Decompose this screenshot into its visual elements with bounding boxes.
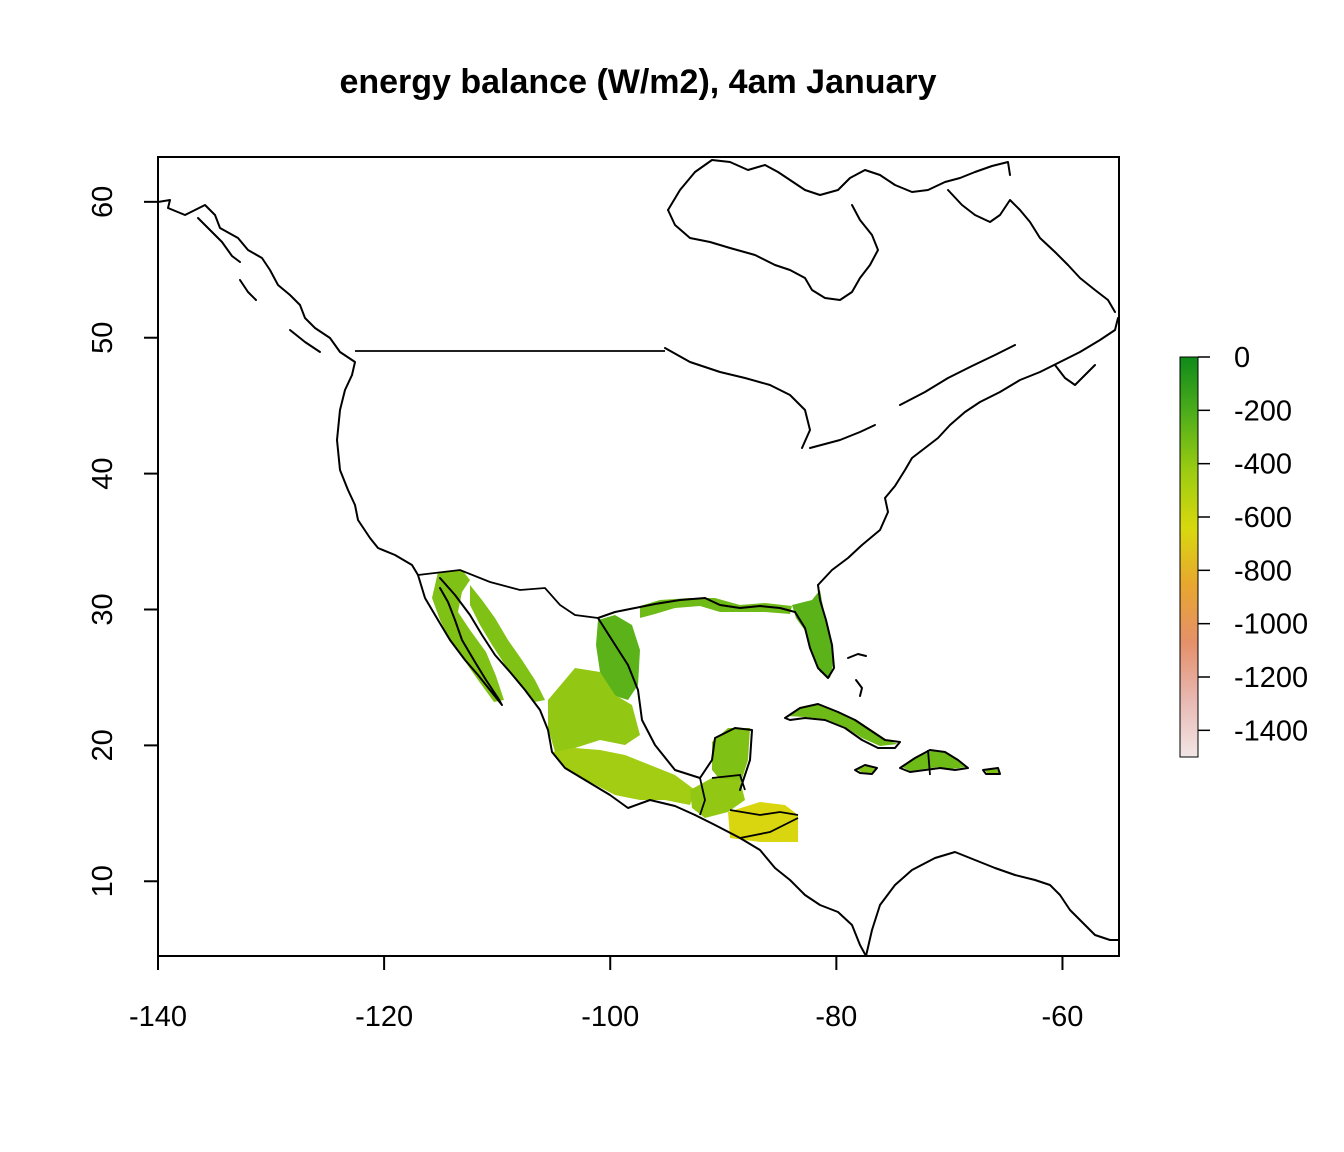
y-tick-label: 30 — [87, 593, 119, 625]
region-baja-california — [432, 570, 504, 702]
x-tick-label: -80 — [815, 1001, 857, 1033]
region-jamaica — [857, 766, 876, 773]
x-tick-label: -60 — [1042, 1001, 1084, 1033]
y-tick-label: 40 — [87, 457, 119, 489]
region-florida-peninsula — [792, 590, 834, 678]
colorbar-tick-label: -1000 — [1234, 609, 1308, 641]
colorbar-tick-label: -600 — [1234, 502, 1292, 534]
y-tick-label: 10 — [87, 865, 119, 897]
colorbar-ticks: 0 -200 -400 -600 -800 -1000 -1200 -1400 — [1198, 342, 1308, 747]
y-tick-label: 60 — [87, 186, 119, 218]
x-tick-label: -140 — [129, 1001, 187, 1033]
region-sonora-sinaloa-coast — [470, 585, 545, 702]
y-tick-label: 20 — [87, 729, 119, 761]
x-tick-label: -100 — [581, 1001, 639, 1033]
chart-title: energy balance (W/m2), 4am January — [339, 63, 936, 101]
region-southern-mexico-pacific-coast — [552, 748, 695, 805]
colorbar-tick-label: -400 — [1234, 449, 1292, 481]
region-honduras-el-salvador — [728, 802, 798, 842]
region-yucatan — [712, 728, 750, 785]
region-central-mexico — [548, 668, 640, 752]
colorbar-tick-label: -1400 — [1234, 715, 1308, 747]
x-axis: -140 -120 -100 -80 -60 — [129, 955, 1084, 1033]
colorbar-tick-label: -1200 — [1234, 662, 1308, 694]
x-tick-label: -120 — [355, 1001, 413, 1033]
plot-frame — [157, 156, 1120, 957]
colorbar — [1179, 356, 1199, 758]
region-tamaulipas-gulf-of-mexico-coast — [596, 615, 640, 700]
political-borders — [355, 350, 931, 839]
region-cuba — [787, 704, 898, 746]
colorbar-tick-label: -800 — [1234, 555, 1292, 587]
y-axis: 10 20 30 40 50 60 — [87, 186, 159, 897]
colorbar-tick-label: 0 — [1234, 342, 1250, 374]
coastlines — [157, 159, 1119, 957]
region-us-gulf-coast — [640, 598, 792, 618]
colorbar-tick-label: -200 — [1234, 395, 1292, 427]
y-tick-label: 50 — [87, 322, 119, 354]
region-guatemala-belize — [690, 778, 745, 818]
energy-balance-raster — [432, 570, 999, 842]
